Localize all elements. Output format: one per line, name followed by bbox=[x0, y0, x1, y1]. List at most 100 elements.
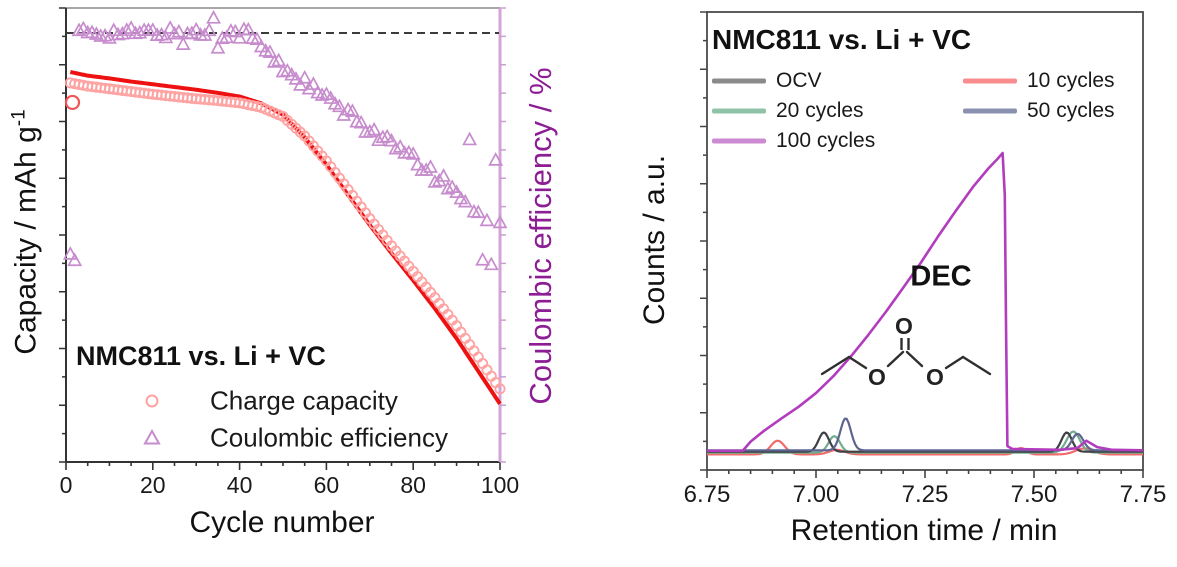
dec-bond bbox=[905, 350, 924, 368]
coulombic-efficiency-marker bbox=[423, 159, 438, 173]
coulombic-efficiency-marker bbox=[405, 146, 421, 160]
coulombic-efficiency-marker bbox=[362, 123, 378, 138]
coulombic-efficiency-marker bbox=[62, 246, 78, 260]
coulombic-efficiency-marker bbox=[301, 80, 317, 95]
coulombic-efficiency-marker bbox=[449, 184, 465, 198]
left-panel-title: NMC811 vs. Li + VC bbox=[76, 341, 326, 371]
coulombic-efficiency-marker bbox=[388, 140, 404, 155]
coulombic-efficiency-marker bbox=[162, 20, 178, 34]
coulombic-efficiency-marker bbox=[483, 256, 499, 271]
left-x-tick-label: 20 bbox=[140, 472, 166, 498]
coulombic-efficiency-marker bbox=[353, 114, 369, 129]
dec-annotation: DEC bbox=[910, 260, 972, 293]
coulombic-efficiency-marker bbox=[171, 23, 187, 38]
dec-bond bbox=[847, 355, 868, 370]
left-x-tick-label: 40 bbox=[226, 472, 253, 498]
coulombic-efficiency-marker bbox=[457, 193, 473, 208]
coulombic-efficiency-marker bbox=[462, 131, 478, 146]
legend-coulombic-efficiency-marker bbox=[143, 428, 161, 445]
coulombic-efficiency-marker bbox=[167, 25, 182, 40]
right-legend-label: 20 cycles bbox=[776, 99, 864, 122]
coulombic-efficiency-marker bbox=[206, 10, 221, 24]
right-legend-swatch-10-cycles bbox=[963, 78, 1017, 84]
right-legend-swatch-ocv bbox=[712, 78, 766, 84]
right-x-tick-label: 7.75 bbox=[1119, 481, 1167, 508]
left-x-tick-label: 100 bbox=[480, 472, 520, 498]
right-chart-y-axis-label: Counts / a.u. bbox=[638, 154, 671, 326]
coulombic-efficiency-marker bbox=[323, 90, 339, 104]
coulombic-efficiency-marker bbox=[492, 214, 508, 229]
coulombic-efficiency-marker bbox=[470, 204, 486, 219]
dec-oxygen-atom-label: O bbox=[895, 313, 913, 339]
right-legend-swatch-50-cycles bbox=[963, 108, 1017, 114]
right-legend-label: OCV bbox=[776, 69, 822, 92]
gc-trace-ocv bbox=[707, 431, 1143, 453]
coulombic-efficiency-marker bbox=[245, 30, 261, 44]
coulombic-efficiency-marker bbox=[262, 44, 278, 58]
coulombic-efficiency-marker bbox=[488, 152, 504, 166]
dec-oxygen-atom-label: O bbox=[868, 364, 886, 390]
coulombic-efficiency-marker bbox=[444, 179, 460, 194]
left-x-tick-label: 80 bbox=[400, 472, 426, 498]
left-y-axis-label-text: Capacity / mAh g bbox=[9, 126, 43, 355]
coulombic-efficiency-marker bbox=[71, 22, 87, 37]
coulombic-efficiency-marker bbox=[418, 162, 434, 176]
left-legend-label: Coulombic efficiency bbox=[210, 422, 448, 453]
dec-bond bbox=[886, 350, 905, 368]
right-legend-swatch-100-cycles bbox=[712, 138, 766, 144]
coulombic-efficiency-marker bbox=[436, 168, 452, 182]
coulombic-efficiency-marker bbox=[305, 76, 321, 90]
right-x-axis-label: Retention time / min bbox=[790, 514, 1058, 547]
right-y-axis-label: Coulombic efficiency / % bbox=[523, 67, 558, 405]
gc-trace-10-cycles bbox=[707, 439, 1143, 456]
right-x-tick-label: 7.25 bbox=[901, 481, 949, 508]
coulombic-efficiency-marker bbox=[145, 22, 161, 36]
coulombic-efficiency-marker bbox=[123, 20, 139, 34]
left-x-axis-label: Cycle number bbox=[189, 506, 375, 539]
coulombic-efficiency-marker bbox=[479, 212, 495, 227]
coulombic-efficiency-marker bbox=[201, 22, 217, 37]
gc-trace-50-cycles bbox=[707, 417, 1143, 452]
coulombic-efficiency-marker bbox=[119, 22, 135, 36]
coulombic-efficiency-marker bbox=[349, 113, 365, 128]
coulombic-efficiency-marker bbox=[232, 30, 248, 44]
coulombic-efficiency-marker bbox=[184, 25, 200, 39]
coulombic-efficiency-marker bbox=[314, 87, 330, 101]
left-x-tick-label: 0 bbox=[59, 472, 73, 498]
charge-capacity-outlier-marker bbox=[64, 94, 81, 111]
coulombic-efficiency-marker bbox=[266, 54, 282, 68]
coulombic-efficiency-marker bbox=[288, 71, 304, 85]
dec-bond bbox=[820, 355, 851, 376]
coulombic-efficiency-marker bbox=[249, 31, 265, 45]
coulombic-efficiency-marker bbox=[384, 132, 399, 147]
right-legend-label: 10 cycles bbox=[1027, 69, 1115, 92]
dec-oxygen-atom-label: O bbox=[926, 364, 944, 390]
right-legend-swatch-20-cycles bbox=[712, 108, 766, 114]
dec-bond bbox=[961, 355, 992, 376]
coulombic-efficiency-marker bbox=[345, 103, 360, 117]
gc-trace-100-cycles bbox=[707, 151, 1144, 453]
left-legend-label: Charge capacity bbox=[210, 385, 398, 416]
right-legend-label: 50 cycles bbox=[1027, 99, 1115, 122]
left-y-axis-label-superscript: -1 bbox=[8, 109, 30, 127]
coulombic-efficiency-marker bbox=[240, 21, 256, 36]
charge-capacity-marker bbox=[494, 383, 506, 395]
coulombic-efficiency-marker bbox=[392, 139, 408, 153]
coulombic-efficiency-marker bbox=[475, 251, 491, 266]
left-x-tick-label: 60 bbox=[313, 472, 340, 498]
right-x-tick-label: 6.75 bbox=[683, 481, 731, 508]
dec-bond bbox=[944, 355, 965, 370]
coulombic-efficiency-marker bbox=[410, 156, 425, 171]
coulombic-efficiency-marker bbox=[210, 39, 226, 54]
coulombic-efficiency-marker bbox=[366, 121, 382, 136]
coulombic-efficiency-marker bbox=[331, 98, 347, 113]
legend-charge-capacity-marker bbox=[145, 394, 159, 408]
coulombic-efficiency-marker bbox=[271, 52, 287, 67]
right-x-tick-label: 7.50 bbox=[1010, 481, 1058, 508]
right-legend-label: 100 cycles bbox=[776, 129, 876, 152]
coulombic-efficiency-marker bbox=[227, 23, 243, 38]
coulombic-efficiency-marker bbox=[292, 77, 308, 91]
left-y-axis-label: Capacity / mAh g-1 bbox=[9, 109, 44, 354]
coulombic-efficiency-marker bbox=[440, 180, 456, 195]
